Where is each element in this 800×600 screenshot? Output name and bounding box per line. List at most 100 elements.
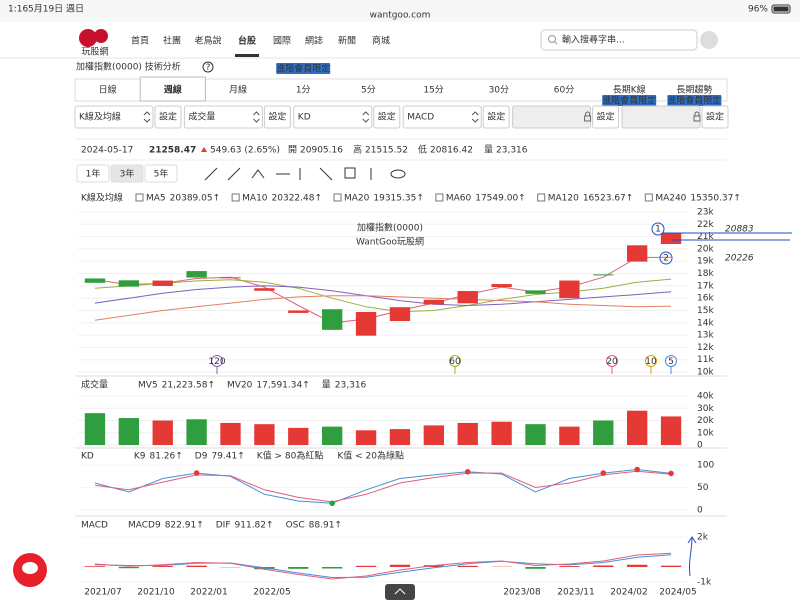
selector-arrows xyxy=(143,111,151,123)
legend-checkbox[interactable] xyxy=(537,193,546,202)
nav-item[interactable]: 商城 xyxy=(372,35,390,47)
panel-note: K值 > 80為紅點 xyxy=(257,450,324,462)
settings-button-text: 設定 xyxy=(159,111,177,123)
x-tick-label: 2022/01 xyxy=(190,588,227,598)
tab[interactable]: 5分 xyxy=(361,85,376,96)
line-series xyxy=(94,285,672,307)
tab[interactable]: 長期趨勢 xyxy=(676,84,712,96)
kd-dot xyxy=(600,470,607,476)
tab[interactable]: 長期K線 xyxy=(613,84,646,96)
logo-mark[interactable] xyxy=(79,29,97,47)
member-badge xyxy=(602,95,657,106)
tool-icon[interactable] xyxy=(319,167,333,181)
selector[interactable] xyxy=(74,105,154,129)
tab[interactable]: 60分 xyxy=(554,85,574,96)
x-tick-label: 2024/02 xyxy=(610,588,647,598)
tab[interactable]: 週線 xyxy=(164,84,182,96)
settings-button[interactable] xyxy=(373,105,401,129)
search-box[interactable] xyxy=(540,29,698,51)
legend-checkbox[interactable] xyxy=(135,193,144,202)
selector[interactable] xyxy=(512,105,592,129)
annotation-arrow xyxy=(687,536,697,577)
settings-button[interactable] xyxy=(701,105,729,129)
osc-bar xyxy=(152,566,173,567)
tool-icon[interactable] xyxy=(251,169,265,179)
y-tick-label: 10k xyxy=(697,368,714,378)
selector[interactable] xyxy=(402,105,482,129)
range-button[interactable] xyxy=(110,164,144,183)
legend-checkbox[interactable] xyxy=(435,193,444,202)
y-tick-label: 10k xyxy=(697,428,714,438)
selector-arrows xyxy=(471,111,479,123)
tab[interactable]: 15分 xyxy=(423,85,443,96)
ma-marker-label: 60 xyxy=(449,357,461,367)
legend-checkbox[interactable] xyxy=(333,193,342,202)
quote-date: 2024-05-17 xyxy=(81,146,133,156)
ma-marker xyxy=(211,355,223,367)
y-tick-label: 12k xyxy=(697,343,714,353)
logo-text: 玩股網 xyxy=(81,46,108,58)
legend-name: MA5 xyxy=(146,194,166,204)
nav-item[interactable]: 新聞 xyxy=(338,35,356,47)
nav-active-underline xyxy=(235,54,259,57)
volume-bar xyxy=(389,429,411,445)
nav-item[interactable]: 首頁 xyxy=(131,35,149,47)
scroll-tab[interactable] xyxy=(385,584,415,600)
lock-icon xyxy=(584,115,592,122)
selector[interactable] xyxy=(293,105,373,129)
settings-button[interactable] xyxy=(154,105,182,129)
help-icon[interactable] xyxy=(202,61,214,73)
search-button[interactable] xyxy=(700,31,718,49)
tab-active xyxy=(139,76,206,102)
legend-name: K9 xyxy=(134,452,146,462)
legend-value: 88.91↑ xyxy=(309,521,342,531)
osc-bar xyxy=(660,565,682,567)
settings-button[interactable] xyxy=(263,105,291,129)
tool-icon[interactable] xyxy=(344,167,356,179)
range-button-text: 1年 xyxy=(86,168,101,180)
quote-field-value: 20816.42 xyxy=(430,146,473,156)
watermark: WantGoo玩股網 xyxy=(356,236,424,248)
nav-item[interactable]: 社團 xyxy=(163,35,181,47)
tab[interactable]: 日線 xyxy=(99,84,117,96)
candle xyxy=(355,311,377,336)
up-triangle xyxy=(201,147,207,152)
quote-price: 21258.47 xyxy=(149,146,196,156)
legend-name: MA240 xyxy=(655,194,686,204)
tool-icon[interactable] xyxy=(227,167,241,181)
y-tick-label: 21k xyxy=(697,232,714,242)
legend-value: 23,316 xyxy=(335,381,367,391)
legend-checkbox[interactable] xyxy=(231,193,240,202)
tab[interactable]: 1分 xyxy=(296,85,311,96)
selector-arrows xyxy=(253,111,260,123)
osc-bar xyxy=(84,566,106,567)
volume-bar xyxy=(525,424,546,445)
range-button[interactable] xyxy=(76,164,110,183)
candle xyxy=(118,280,139,287)
nav-item[interactable]: 老鳥說 xyxy=(194,35,221,47)
nav-item[interactable]: 網誌 xyxy=(305,35,323,47)
settings-button[interactable] xyxy=(592,105,620,129)
y-tick-label: 20k xyxy=(697,244,714,254)
member-badge-text: 進階會員限定 xyxy=(602,95,656,107)
nav-item[interactable]: 國際 xyxy=(273,35,291,47)
tab[interactable]: 30分 xyxy=(489,85,509,96)
selector[interactable] xyxy=(621,105,701,129)
annotation-mark: 2 xyxy=(663,254,669,264)
tool-icon[interactable] xyxy=(390,169,406,179)
member-badge xyxy=(276,63,331,74)
y-tick-label: 20k xyxy=(697,416,714,426)
legend-checkbox[interactable] xyxy=(644,193,653,202)
kd-dot xyxy=(634,466,640,473)
quote-field-value: 23,316 xyxy=(496,146,528,156)
tab[interactable]: 月線 xyxy=(229,84,247,96)
legend-name: MA60 xyxy=(446,194,472,204)
legend-name: MV20 xyxy=(227,381,253,391)
chart-title: 加權指數(0000) xyxy=(357,222,423,234)
candle xyxy=(389,307,411,322)
selector[interactable] xyxy=(183,105,263,129)
range-button[interactable] xyxy=(144,164,178,183)
nav-item[interactable]: 台股 xyxy=(238,35,257,47)
tool-icon[interactable] xyxy=(204,167,218,181)
settings-button[interactable] xyxy=(482,105,510,129)
